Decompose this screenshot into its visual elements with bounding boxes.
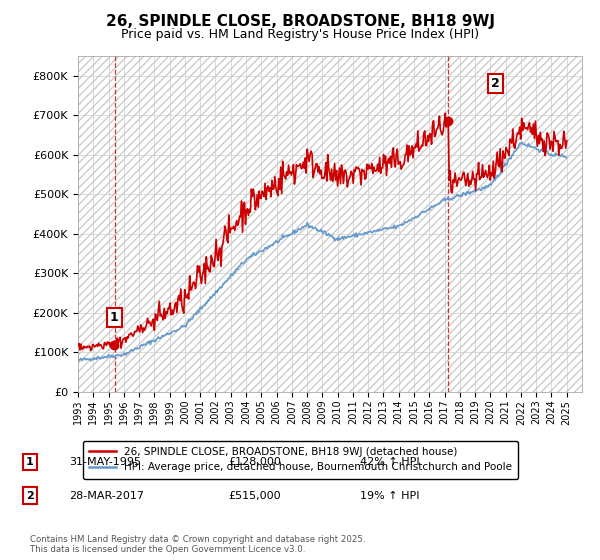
Text: 1: 1: [110, 311, 118, 324]
Text: 2: 2: [26, 491, 34, 501]
Text: 1: 1: [26, 457, 34, 467]
Text: 26, SPINDLE CLOSE, BROADSTONE, BH18 9WJ: 26, SPINDLE CLOSE, BROADSTONE, BH18 9WJ: [106, 14, 494, 29]
Text: £515,000: £515,000: [228, 491, 281, 501]
Text: 31-MAY-1995: 31-MAY-1995: [69, 457, 141, 467]
Text: Price paid vs. HM Land Registry's House Price Index (HPI): Price paid vs. HM Land Registry's House …: [121, 28, 479, 41]
Text: Contains HM Land Registry data © Crown copyright and database right 2025.
This d: Contains HM Land Registry data © Crown c…: [30, 535, 365, 554]
Text: 19% ↑ HPI: 19% ↑ HPI: [360, 491, 419, 501]
Text: 42% ↑ HPI: 42% ↑ HPI: [360, 457, 419, 467]
Legend: 26, SPINDLE CLOSE, BROADSTONE, BH18 9WJ (detached house), HPI: Average price, de: 26, SPINDLE CLOSE, BROADSTONE, BH18 9WJ …: [83, 441, 518, 479]
Text: £128,000: £128,000: [228, 457, 281, 467]
Text: 28-MAR-2017: 28-MAR-2017: [69, 491, 144, 501]
Text: 2: 2: [491, 77, 500, 90]
